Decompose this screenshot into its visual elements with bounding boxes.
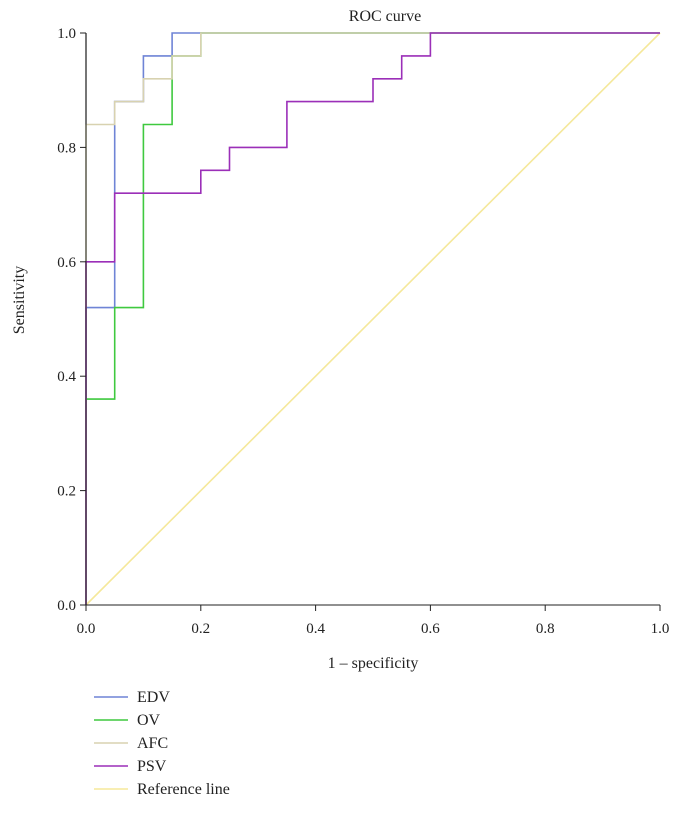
- y-tick-label: 0.4: [57, 369, 76, 385]
- y-tick-label: 0.8: [57, 140, 76, 156]
- legend-label: PSV: [137, 758, 167, 775]
- x-tick-label: 0.8: [536, 621, 555, 637]
- y-axis-title: Sensitivity: [11, 266, 28, 334]
- chart-title: ROC curve: [349, 8, 421, 25]
- x-tick-label: 0.0: [77, 621, 96, 637]
- legend-label: EDV: [137, 689, 170, 706]
- plot-area: [85, 32, 661, 606]
- x-tick-label: 1.0: [651, 621, 670, 637]
- x-tick-label: 0.2: [191, 621, 210, 637]
- legend-item-ov: OV: [94, 712, 161, 729]
- legend-item-edv: EDV: [94, 689, 170, 706]
- x-axis-ticks: 0.0 0.2 0.4 0.6 0.8 1.0: [77, 605, 670, 637]
- x-tick-label: 0.4: [306, 621, 325, 637]
- series-line-psv: [85, 32, 660, 605]
- legend: EDV OV AFC PSV Reference line: [94, 689, 230, 798]
- x-axis-title: 1 – specificity: [328, 655, 419, 672]
- series-line-afc: [85, 32, 660, 605]
- y-tick-label: 0.0: [57, 598, 76, 614]
- y-tick-label: 0.2: [57, 484, 76, 500]
- legend-label: Reference line: [137, 781, 230, 798]
- x-tick-label: 0.6: [421, 621, 440, 637]
- legend-item-psv: PSV: [94, 758, 167, 775]
- legend-label: OV: [137, 712, 161, 729]
- y-tick-label: 1.0: [57, 26, 76, 42]
- legend-item-afc: AFC: [94, 735, 168, 752]
- y-axis-ticks: 0.0 0.2 0.4 0.6 0.8 1.0: [57, 26, 86, 614]
- series-line-reference-line: [85, 32, 661, 606]
- legend-label: AFC: [137, 735, 168, 752]
- legend-item-reference-line: Reference line: [94, 781, 230, 798]
- y-tick-label: 0.6: [57, 255, 76, 271]
